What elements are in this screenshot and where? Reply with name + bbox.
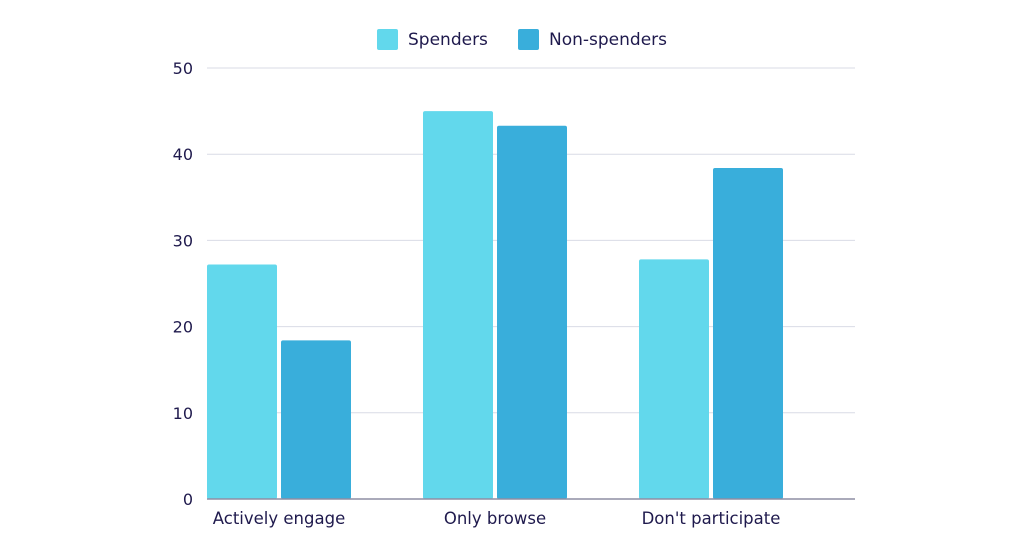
legend-swatch-spenders	[377, 29, 398, 50]
x-tick-label: Don't participate	[642, 509, 781, 528]
legend-label-spenders: Spenders	[408, 30, 488, 50]
legend: Spenders Non-spenders	[377, 29, 667, 50]
y-tick-label: 0	[183, 490, 193, 509]
y-tick-label: 10	[173, 404, 193, 423]
bar-spenders-0	[207, 264, 277, 499]
legend-label-non-spenders: Non-spenders	[549, 30, 667, 50]
x-tick-label: Only browse	[444, 509, 546, 528]
y-tick-label: 50	[173, 59, 193, 78]
y-tick-label: 30	[173, 231, 193, 250]
legend-swatch-non-spenders	[518, 29, 539, 50]
bar-non-spenders-2	[713, 167, 783, 499]
y-axis-ticks: 0 10 20 30 40 50	[173, 59, 193, 509]
y-tick-label: 40	[173, 145, 193, 164]
bar-spenders-2	[639, 259, 709, 499]
bar-non-spenders-0	[281, 340, 351, 499]
x-axis-labels: Actively engage Only browse Don't particip…	[213, 509, 781, 528]
bars	[207, 111, 783, 499]
y-tick-label: 20	[173, 318, 193, 337]
bar-spenders-1	[423, 111, 493, 499]
bar-non-spenders-1	[497, 125, 567, 499]
x-tick-label: Actively engage	[213, 509, 345, 528]
